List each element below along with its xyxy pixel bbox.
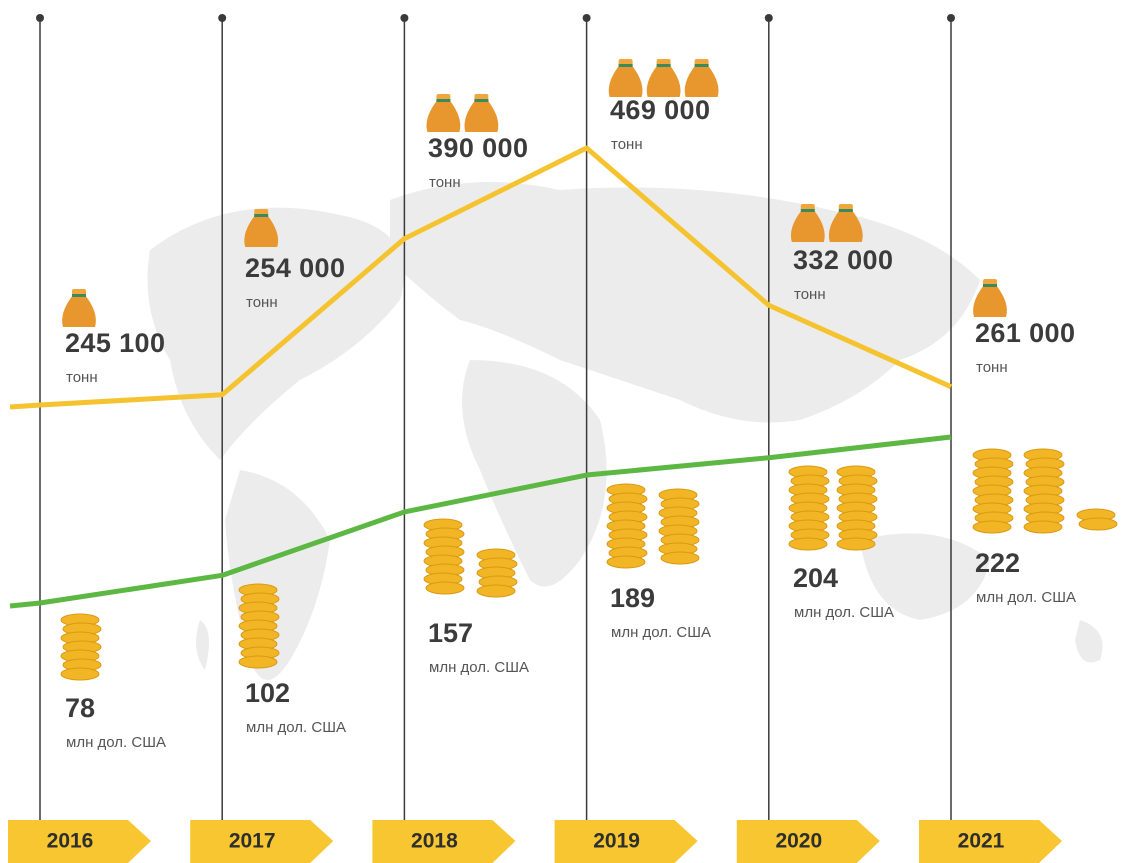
money-bag bbox=[646, 65, 681, 97]
unit-label: млн дол. США bbox=[246, 719, 346, 736]
coin bbox=[1078, 517, 1118, 531]
money-bag bbox=[464, 100, 499, 132]
value-label: 469 000 bbox=[610, 95, 710, 125]
coin bbox=[836, 537, 876, 551]
bag-band bbox=[800, 209, 815, 212]
year-label: 2017 bbox=[229, 830, 276, 853]
money-bag bbox=[62, 295, 96, 327]
value-label: 102 bbox=[245, 678, 290, 708]
marks: 245 100 тонн 254 000 тонн 390 000 тонн 469 000… bbox=[9, 95, 1076, 751]
year-label: 2020 bbox=[775, 830, 822, 853]
year-tab bbox=[190, 820, 334, 863]
year-label: 2018 bbox=[411, 830, 458, 853]
line-lead bbox=[9, 600, 41, 609]
line-lead bbox=[9, 402, 41, 410]
year-dot bbox=[582, 14, 591, 22]
year-dot bbox=[764, 14, 773, 22]
year-dot bbox=[36, 14, 44, 22]
year-tab bbox=[919, 820, 1062, 863]
year-tab bbox=[736, 820, 880, 863]
money-bag bbox=[426, 100, 461, 132]
year-label: 2019 bbox=[593, 830, 640, 853]
year-label: 2021 bbox=[958, 830, 1005, 853]
unit-label: тонн bbox=[976, 359, 1008, 376]
unit-label: млн дол. США bbox=[976, 589, 1076, 606]
coin bbox=[660, 551, 700, 565]
coin bbox=[606, 555, 646, 569]
year-dot bbox=[218, 14, 227, 22]
unit-label: тонн bbox=[429, 174, 461, 191]
year-dot bbox=[400, 14, 409, 22]
money-bag bbox=[828, 210, 863, 242]
coin bbox=[476, 584, 516, 598]
money-bag bbox=[684, 65, 719, 97]
value-label: 254 000 bbox=[245, 253, 345, 283]
data-line bbox=[39, 145, 953, 408]
coin bbox=[238, 655, 278, 669]
money-bag bbox=[790, 210, 825, 242]
value-label: 204 bbox=[793, 563, 838, 593]
year-dot bbox=[947, 14, 955, 22]
unit-label: тонн bbox=[66, 369, 98, 386]
unit-label: млн дол. США bbox=[794, 604, 894, 621]
unit-label: тонн bbox=[246, 294, 278, 311]
coin bbox=[788, 537, 828, 551]
bag-band bbox=[436, 99, 451, 102]
unit-label: млн дол. США bbox=[611, 624, 711, 641]
bag-band bbox=[72, 294, 86, 297]
value-label: 390 000 bbox=[428, 133, 528, 163]
coin bbox=[1023, 520, 1063, 534]
coin bbox=[972, 520, 1012, 534]
year-label: 2016 bbox=[47, 830, 94, 853]
year-tab bbox=[8, 820, 151, 863]
value-label: 332 000 bbox=[793, 245, 893, 275]
value-label: 157 bbox=[428, 618, 473, 648]
money-bag bbox=[608, 65, 643, 97]
unit-label: млн дол. США bbox=[429, 659, 529, 676]
bag-band bbox=[656, 64, 671, 67]
value-label: 189 bbox=[610, 583, 655, 613]
money-bag bbox=[244, 215, 279, 247]
value-label: 222 bbox=[975, 548, 1020, 578]
value-label: 245 100 bbox=[65, 328, 165, 358]
bag-band bbox=[474, 99, 489, 102]
bag-band bbox=[254, 214, 269, 217]
coin bbox=[60, 667, 100, 681]
money-bag bbox=[973, 285, 1007, 317]
unit-label: тонн bbox=[611, 136, 643, 153]
year-tab bbox=[554, 820, 698, 863]
bag-band bbox=[838, 209, 853, 212]
data-line bbox=[39, 434, 952, 606]
value-label: 261 000 bbox=[975, 318, 1075, 348]
unit-label: тонн bbox=[794, 286, 826, 303]
bag-band bbox=[983, 284, 997, 287]
bag-band bbox=[618, 64, 633, 67]
value-label: 78 bbox=[65, 693, 95, 723]
year-tab bbox=[372, 820, 516, 863]
bag-band bbox=[694, 64, 709, 67]
frame: 2016 2017 2018 2019 2020 2021 bbox=[8, 14, 1118, 863]
unit-label: млн дол. США bbox=[66, 734, 166, 751]
coin bbox=[425, 581, 465, 595]
